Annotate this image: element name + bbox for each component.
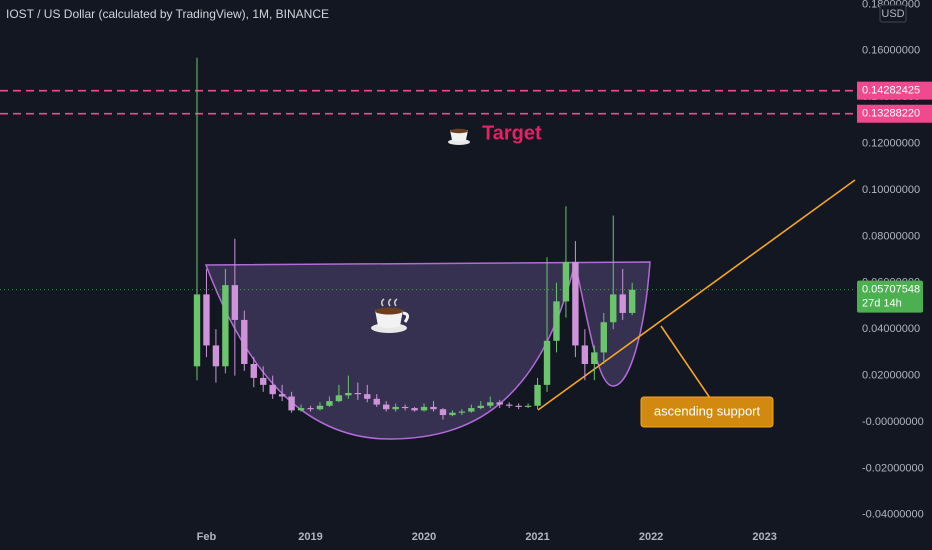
x-tick-label: 2020 — [412, 531, 436, 543]
candle-body — [496, 402, 503, 405]
candle-body — [591, 352, 598, 364]
candle-body — [628, 289, 636, 313]
y-tick-label: 0.10000000 — [862, 184, 920, 196]
candle-body — [543, 340, 551, 385]
last-price-label: 0.05707548 — [862, 283, 920, 295]
candle-body — [600, 322, 607, 353]
cup-shape — [204, 261, 651, 440]
level-label-box — [857, 104, 932, 123]
candle-body — [439, 409, 447, 416]
candle-body — [269, 384, 276, 395]
cup-icon-small — [448, 128, 470, 145]
candle-body — [572, 261, 579, 346]
candle-body — [326, 401, 333, 406]
cup-icon-large — [371, 298, 410, 333]
trendline — [537, 179, 856, 411]
level-label: 0.14282425 — [862, 85, 920, 97]
candle-body — [468, 408, 475, 412]
candle-body — [193, 294, 201, 367]
candle-body — [373, 398, 380, 405]
candle-body — [458, 411, 466, 413]
cup-pattern — [204, 261, 651, 440]
y-tick-label: 0.08000000 — [862, 230, 920, 242]
y-tick-label: 0.12000000 — [862, 138, 920, 150]
candle-body — [278, 394, 286, 397]
candle-body — [307, 408, 314, 410]
candle-body — [316, 405, 324, 410]
candle-body — [534, 384, 541, 406]
x-tick-label: 2021 — [525, 531, 549, 543]
candle-body — [222, 285, 229, 367]
candle-body — [515, 405, 522, 407]
target-label: Target — [482, 122, 542, 144]
x-tick-label: 2019 — [298, 531, 322, 543]
candle-body — [505, 404, 513, 406]
candle-body — [288, 396, 295, 411]
x-tick-label: Feb — [197, 531, 217, 543]
candle-body — [297, 408, 305, 411]
y-tick-label: 0.02000000 — [862, 370, 920, 382]
candle-body — [354, 392, 362, 395]
candle-body — [581, 345, 589, 364]
candle-body — [553, 301, 560, 341]
last-price-box — [857, 280, 923, 313]
y-tick-label: -0.02000000 — [862, 462, 924, 474]
y-tick-label: -0.00000000 — [862, 416, 924, 428]
callout-pointer — [660, 325, 711, 399]
candle-body — [411, 408, 418, 411]
candle-body — [212, 345, 220, 367]
y-tick-label: 0.04000000 — [862, 323, 920, 335]
candle-body — [241, 319, 248, 364]
candle-body — [203, 294, 210, 346]
y-tick-label: 0.16000000 — [862, 45, 920, 57]
candle-body — [383, 404, 390, 410]
currency-label: USD — [881, 8, 904, 20]
countdown-label: 27d 14h — [862, 297, 902, 309]
candle-body — [487, 402, 494, 406]
candle-body — [364, 394, 371, 399]
candle-body — [260, 377, 267, 385]
x-tick-label: 2023 — [752, 531, 776, 543]
candle-body — [401, 406, 409, 409]
candle-body — [610, 294, 617, 323]
candle-body — [524, 405, 532, 407]
candle-body — [392, 406, 399, 410]
level-label: 0.13288220 — [862, 108, 920, 120]
y-tick-label: -0.04000000 — [862, 509, 924, 521]
x-tick-label: 2022 — [639, 531, 663, 543]
candle-body — [250, 363, 257, 378]
candle-body — [430, 406, 437, 410]
candle-body — [345, 392, 352, 396]
chart-title: IOST / US Dollar (calculated by TradingV… — [6, 7, 329, 21]
level-label-box — [857, 81, 932, 100]
candle-body — [335, 395, 343, 402]
callout-box — [640, 396, 774, 428]
candle-body — [477, 405, 484, 409]
candle-body — [619, 294, 626, 313]
callout-text: ascending support — [654, 403, 761, 418]
candle-body — [231, 285, 239, 320]
currency-badge[interactable] — [879, 4, 907, 23]
candle-body — [562, 261, 570, 302]
candle-body — [449, 412, 456, 416]
candle-body — [420, 406, 428, 411]
